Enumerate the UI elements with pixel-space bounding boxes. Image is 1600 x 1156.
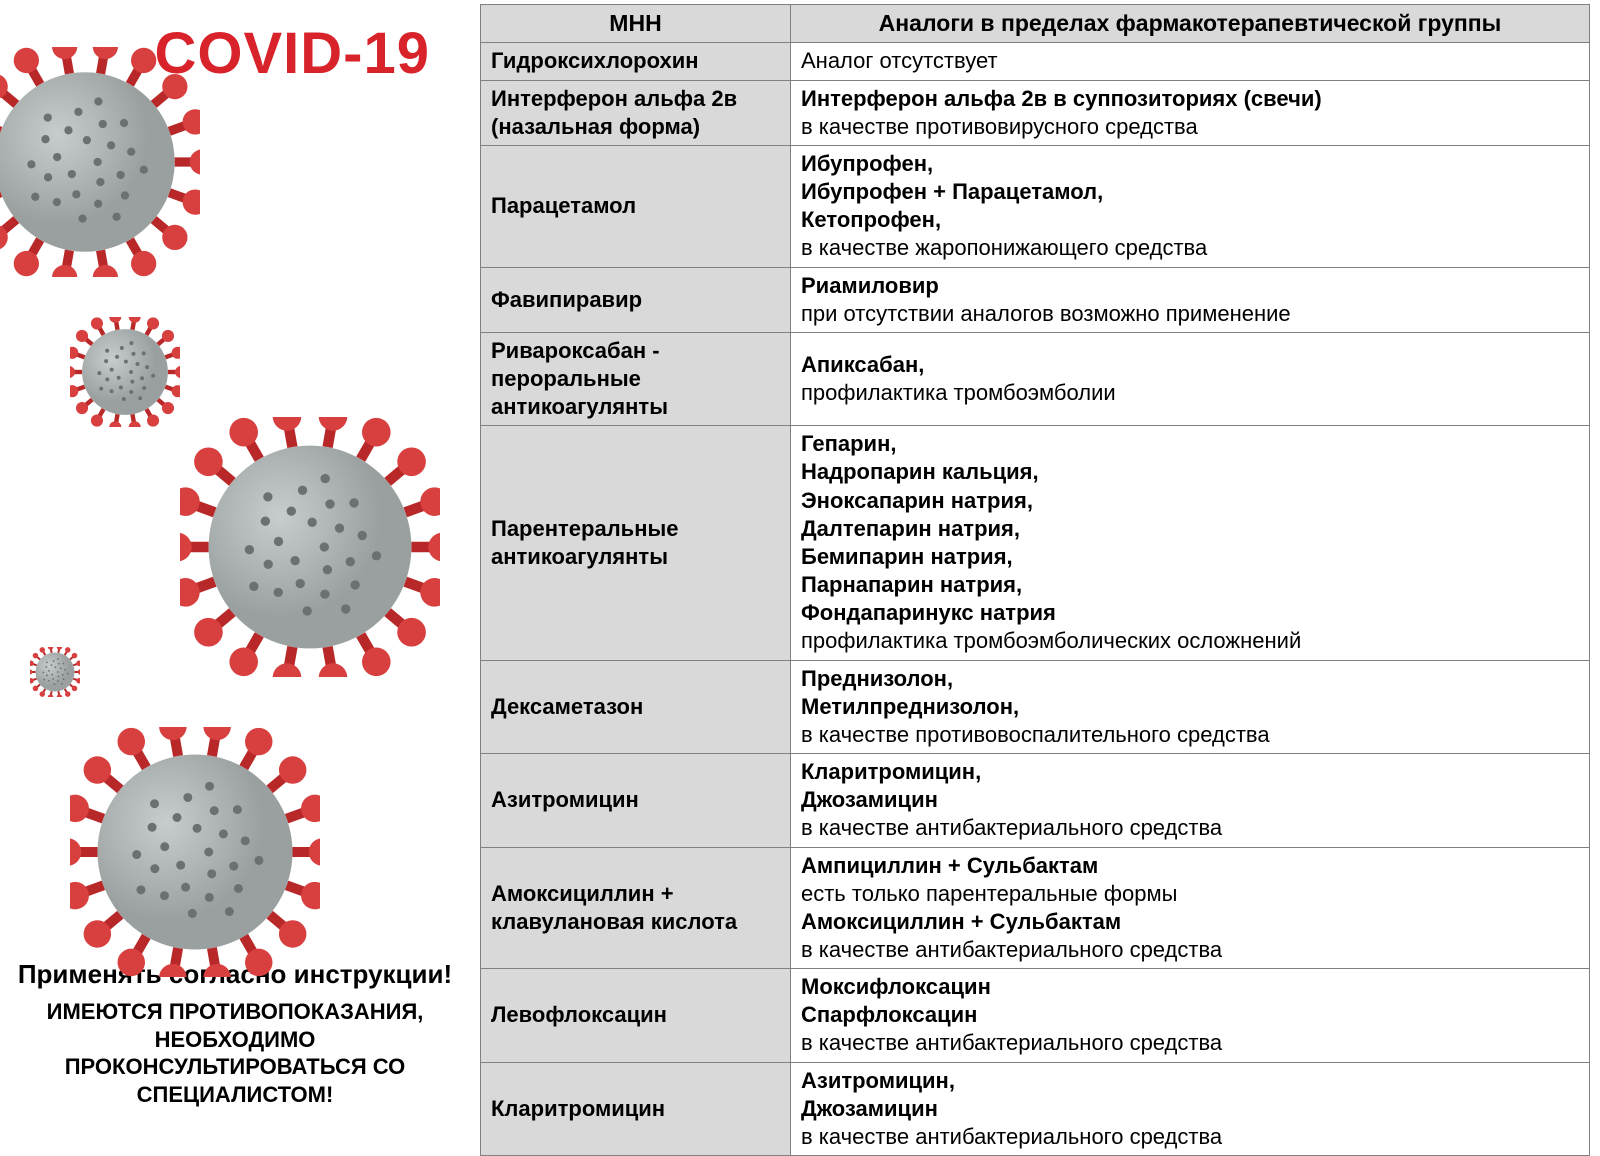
drug-analog-table: МНН Аналоги в пределах фармакотерапевтич… [480,4,1590,1156]
virus-icon [70,727,320,977]
analog-cell: Апиксабан,профилактика тромбоэмболии [791,332,1590,425]
mnn-cell: Азитромицин [481,754,791,847]
table-row: АзитромицинКларитромицин,Джозамицинв кач… [481,754,1590,847]
mnn-cell: Интерферон альфа 2в (назальная форма) [481,80,791,145]
mnn-cell: Левофлоксацин [481,969,791,1062]
mnn-cell: Амоксициллин + клавулановая кислота [481,847,791,969]
table-row: Интерферон альфа 2в (назальная форма)Инт… [481,80,1590,145]
table-header-row: МНН Аналоги в пределах фармакотерапевтич… [481,5,1590,43]
mnn-cell: Дексаметазон [481,660,791,753]
virus-illustration-area [10,87,460,959]
analog-cell: Ибупрофен,Ибупрофен + Парацетамол,Кетопр… [791,145,1590,267]
analog-cell: Ампициллин + Сульбактаместь только парен… [791,847,1590,969]
mnn-cell: Ривароксабан - пероральные антикоагулянт… [481,332,791,425]
mnn-cell: Парацетамол [481,145,791,267]
analog-cell: МоксифлоксацинСпарфлоксацинв качестве ан… [791,969,1590,1062]
virus-icon [0,47,200,277]
header-analog: Аналоги в пределах фармакотерапевтическо… [791,5,1590,43]
table-row: Парентеральные антикоагулянтыГепарин,Над… [481,426,1590,660]
mnn-cell: Гидроксихлорохин [481,43,791,80]
analog-cell: Кларитромицин,Джозамицинв качестве антиб… [791,754,1590,847]
warnings-block: Применять согласно инструкции! ИМЕЮТСЯ П… [10,959,460,1108]
table-row: ПарацетамолИбупрофен,Ибупрофен + Парацет… [481,145,1590,267]
analog-cell: Гепарин,Надропарин кальция,Эноксапарин н… [791,426,1590,660]
analog-cell: Интерферон альфа 2в в суппозиториях (све… [791,80,1590,145]
table-row: КларитромицинАзитромицин,Джозамицинв кач… [481,1062,1590,1155]
virus-icon [180,417,440,677]
left-panel: COVID-19 [0,0,480,1128]
warning-line-2: ИМЕЮТСЯ ПРОТИВОПОКАЗАНИЯ, НЕОБХОДИМО ПРО… [10,998,460,1108]
header-mnn: МНН [481,5,791,43]
mnn-cell: Кларитромицин [481,1062,791,1155]
right-panel: МНН Аналоги в пределах фармакотерапевтич… [480,0,1600,1128]
virus-icon [30,647,80,697]
mnn-cell: Парентеральные антикоагулянты [481,426,791,660]
analog-cell: Риамиловирпри отсутствии аналогов возмож… [791,267,1590,332]
analog-cell: Аналог отсутствует [791,43,1590,80]
table-row: ФавипиравирРиамиловирпри отсутствии анал… [481,267,1590,332]
table-row: ЛевофлоксацинМоксифлоксацинСпарфлоксацин… [481,969,1590,1062]
analog-cell: Преднизолон,Метилпреднизолон,в качестве … [791,660,1590,753]
table-row: Амоксициллин + клавулановая кислотаАмпиц… [481,847,1590,969]
table-row: Ривароксабан - пероральные антикоагулянт… [481,332,1590,425]
analog-cell: Азитромицин,Джозамицинв качестве антибак… [791,1062,1590,1155]
table-row: ГидроксихлорохинАналог отсутствует [481,43,1590,80]
mnn-cell: Фавипиравир [481,267,791,332]
table-row: ДексаметазонПреднизолон,Метилпреднизолон… [481,660,1590,753]
virus-icon [70,317,180,427]
